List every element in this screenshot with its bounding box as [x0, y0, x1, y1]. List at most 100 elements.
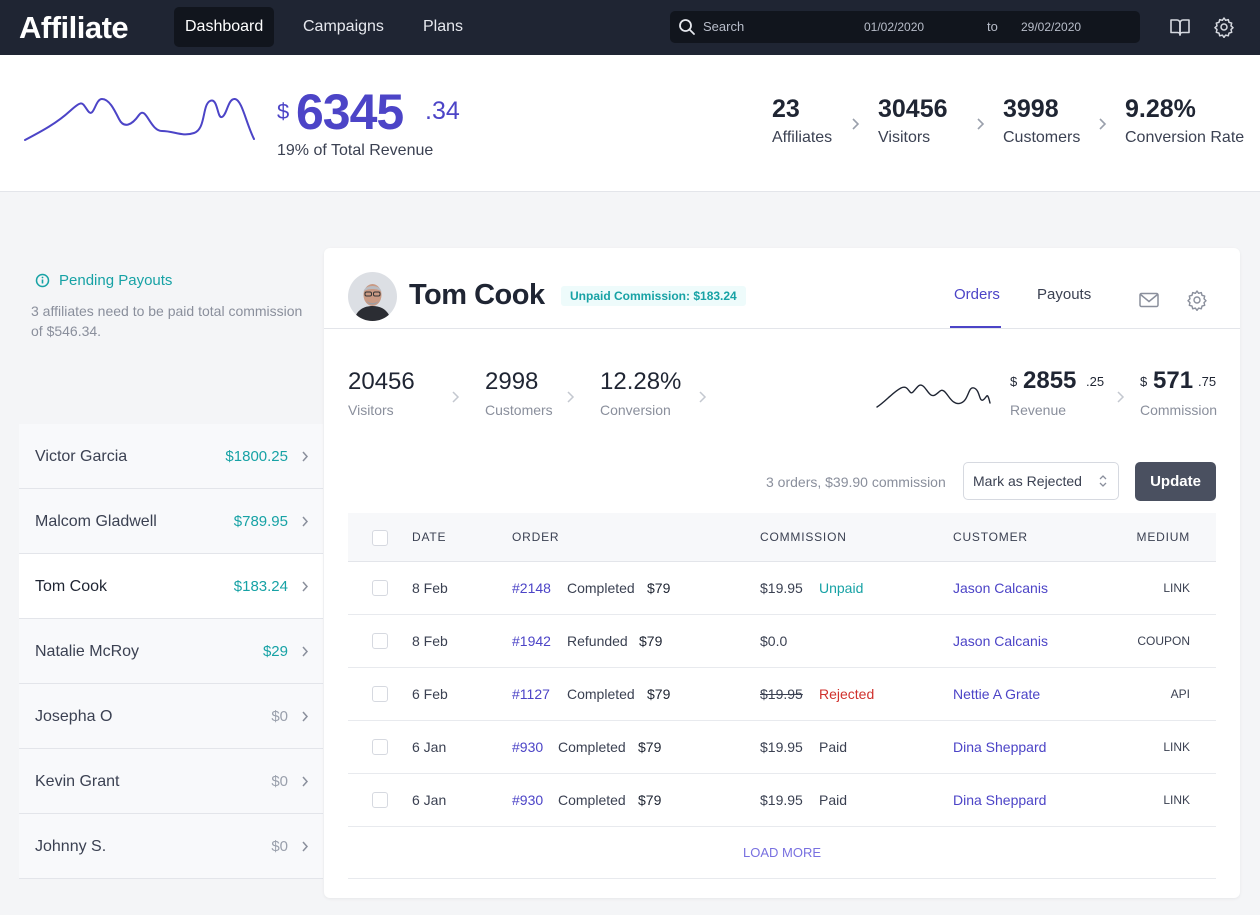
- customer-link[interactable]: Nettie A Grate: [953, 686, 1041, 702]
- detail-conversion-label: Conversion: [600, 402, 671, 418]
- search-bar[interactable]: Search 01/02/2020 to 29/02/2020: [670, 11, 1140, 43]
- stat-visitors-value: 30456: [878, 95, 948, 123]
- order-date: 8 Feb: [412, 633, 448, 649]
- gear-icon[interactable]: [1186, 289, 1208, 311]
- orders-table: DATE ORDER COMMISSION CUSTOMER MEDIUM 8 …: [348, 513, 1216, 879]
- gear-icon[interactable]: [1213, 16, 1235, 38]
- status-select-value: Mark as Rejected: [973, 473, 1082, 489]
- row-checkbox[interactable]: [372, 739, 388, 755]
- table-row[interactable]: 8 Feb #1942 Refunded $79 $0.0 Jason Calc…: [348, 615, 1216, 668]
- tab-payouts[interactable]: Payouts: [1037, 286, 1092, 303]
- chevron-right-icon: [977, 118, 985, 130]
- commission-status: Paid: [819, 739, 848, 755]
- row-checkbox[interactable]: [372, 792, 388, 808]
- affiliate-list-item[interactable]: Josepha O $0: [19, 684, 323, 749]
- order-medium: LINK: [1163, 793, 1190, 807]
- commission-amount: $19.95: [760, 792, 803, 808]
- summary-header: $ 6345 .34 19% of Total Revenue 23 Affil…: [0, 55, 1260, 192]
- table-row[interactable]: 8 Feb #2148 Completed $79 $19.95 Unpaid …: [348, 562, 1216, 615]
- table-row[interactable]: 6 Feb #1127 Completed $79 $19.95 Rejecte…: [348, 668, 1216, 721]
- affiliate-detail-card: Tom Cook Unpaid Commission: $183.24 Orde…: [324, 248, 1240, 898]
- nav-dashboard[interactable]: Dashboard: [174, 7, 275, 47]
- order-price: $79: [647, 580, 671, 596]
- column-header-commission: COMMISSION: [760, 530, 847, 544]
- order-date: 6 Feb: [412, 686, 448, 702]
- table-row[interactable]: 6 Jan #930 Completed $79 $19.95 Paid Din…: [348, 774, 1216, 827]
- chevron-right-icon: [852, 118, 860, 130]
- affiliate-name: Josepha O: [35, 708, 113, 725]
- order-number-link[interactable]: #930: [512, 792, 544, 808]
- order-medium: API: [1170, 687, 1190, 701]
- affiliate-amount: $1800.25: [225, 448, 288, 465]
- date-from-input[interactable]: 01/02/2020: [864, 20, 925, 34]
- chevron-right-icon: [302, 516, 309, 527]
- select-all-checkbox[interactable]: [372, 530, 388, 546]
- column-header-date: DATE: [412, 530, 447, 544]
- row-checkbox[interactable]: [372, 686, 388, 702]
- customer-link[interactable]: Dina Sheppard: [953, 792, 1047, 808]
- row-checkbox[interactable]: [372, 633, 388, 649]
- column-header-medium: MEDIUM: [1136, 530, 1190, 544]
- chevron-right-icon: [1099, 118, 1107, 130]
- order-price: $79: [638, 739, 662, 755]
- stat-customers-value: 3998: [1003, 95, 1059, 123]
- update-button[interactable]: Update: [1135, 462, 1216, 501]
- order-date: 6 Jan: [412, 739, 447, 755]
- column-header-order: ORDER: [512, 530, 560, 544]
- card-divider: [324, 328, 1240, 329]
- row-checkbox[interactable]: [372, 580, 388, 596]
- revenue-subtitle: 19% of Total Revenue: [277, 142, 434, 159]
- affiliate-name: Tom Cook: [35, 578, 108, 595]
- detail-visitors-value: 20456: [348, 368, 415, 395]
- order-status: Completed: [567, 686, 635, 702]
- commission-amount: $0.0: [760, 633, 788, 649]
- tab-orders[interactable]: Orders: [954, 286, 1000, 303]
- order-number-link[interactable]: #930: [512, 739, 544, 755]
- order-number-link[interactable]: #2148: [512, 580, 551, 596]
- nav-campaigns[interactable]: Campaigns: [303, 18, 384, 35]
- order-number-link[interactable]: #1942: [512, 633, 551, 649]
- table-header: DATE ORDER COMMISSION CUSTOMER MEDIUM: [348, 513, 1216, 562]
- chevron-right-icon: [302, 581, 309, 592]
- detail-visitors-label: Visitors: [348, 402, 394, 418]
- detail-sparkline: [876, 384, 991, 408]
- affiliate-list: Victor Garcia $1800.25 Malcom Gladwell $…: [19, 424, 323, 879]
- affiliate-amount: $0: [271, 773, 288, 790]
- affiliate-name: Johnny S.: [35, 838, 107, 855]
- nav-plans[interactable]: Plans: [423, 18, 464, 35]
- order-status: Completed: [558, 739, 626, 755]
- detail-commission-amount: 571: [1153, 367, 1194, 394]
- affiliate-amount: $183.24: [233, 578, 288, 595]
- info-icon: [35, 273, 50, 288]
- pending-payouts-title[interactable]: Pending Payouts: [59, 272, 173, 289]
- commission-amount: $19.95: [760, 580, 803, 596]
- book-icon[interactable]: [1169, 16, 1191, 38]
- load-more-button[interactable]: LOAD MORE: [348, 827, 1216, 879]
- order-price: $79: [639, 633, 663, 649]
- order-date: 6 Jan: [412, 792, 447, 808]
- affiliate-detail-name: Tom Cook: [409, 279, 545, 311]
- stat-conversion-label: Conversion Rate: [1125, 129, 1245, 146]
- status-select[interactable]: Mark as Rejected: [963, 462, 1119, 500]
- date-to-input[interactable]: 29/02/2020: [1021, 20, 1082, 34]
- affiliate-list-item[interactable]: Victor Garcia $1800.25: [19, 424, 323, 489]
- affiliate-list-item-selected[interactable]: Tom Cook $183.24: [19, 554, 323, 619]
- chevron-right-icon: [1117, 391, 1125, 403]
- customer-link[interactable]: Jason Calcanis: [953, 580, 1048, 596]
- affiliate-list-item[interactable]: Natalie McRoy $29: [19, 619, 323, 684]
- brand-logo[interactable]: Affiliate: [19, 10, 129, 45]
- order-number-link[interactable]: #1127: [512, 686, 550, 702]
- date-range-separator: to: [987, 19, 998, 34]
- affiliate-list-item[interactable]: Kevin Grant $0: [19, 749, 323, 814]
- order-price: $79: [638, 792, 662, 808]
- table-row[interactable]: 6 Jan #930 Completed $79 $19.95 Paid Din…: [348, 721, 1216, 774]
- customer-link[interactable]: Dina Sheppard: [953, 739, 1047, 755]
- detail-revenue-label: Revenue: [1010, 402, 1067, 418]
- mail-icon[interactable]: [1138, 289, 1160, 311]
- search-input[interactable]: Search: [703, 19, 745, 34]
- affiliate-list-item[interactable]: Johnny S. $0: [19, 814, 323, 879]
- detail-commission-label: Commission: [1140, 402, 1218, 418]
- affiliate-list-item[interactable]: Malcom Gladwell $789.95: [19, 489, 323, 554]
- chevron-right-icon: [302, 841, 309, 852]
- customer-link[interactable]: Jason Calcanis: [953, 633, 1048, 649]
